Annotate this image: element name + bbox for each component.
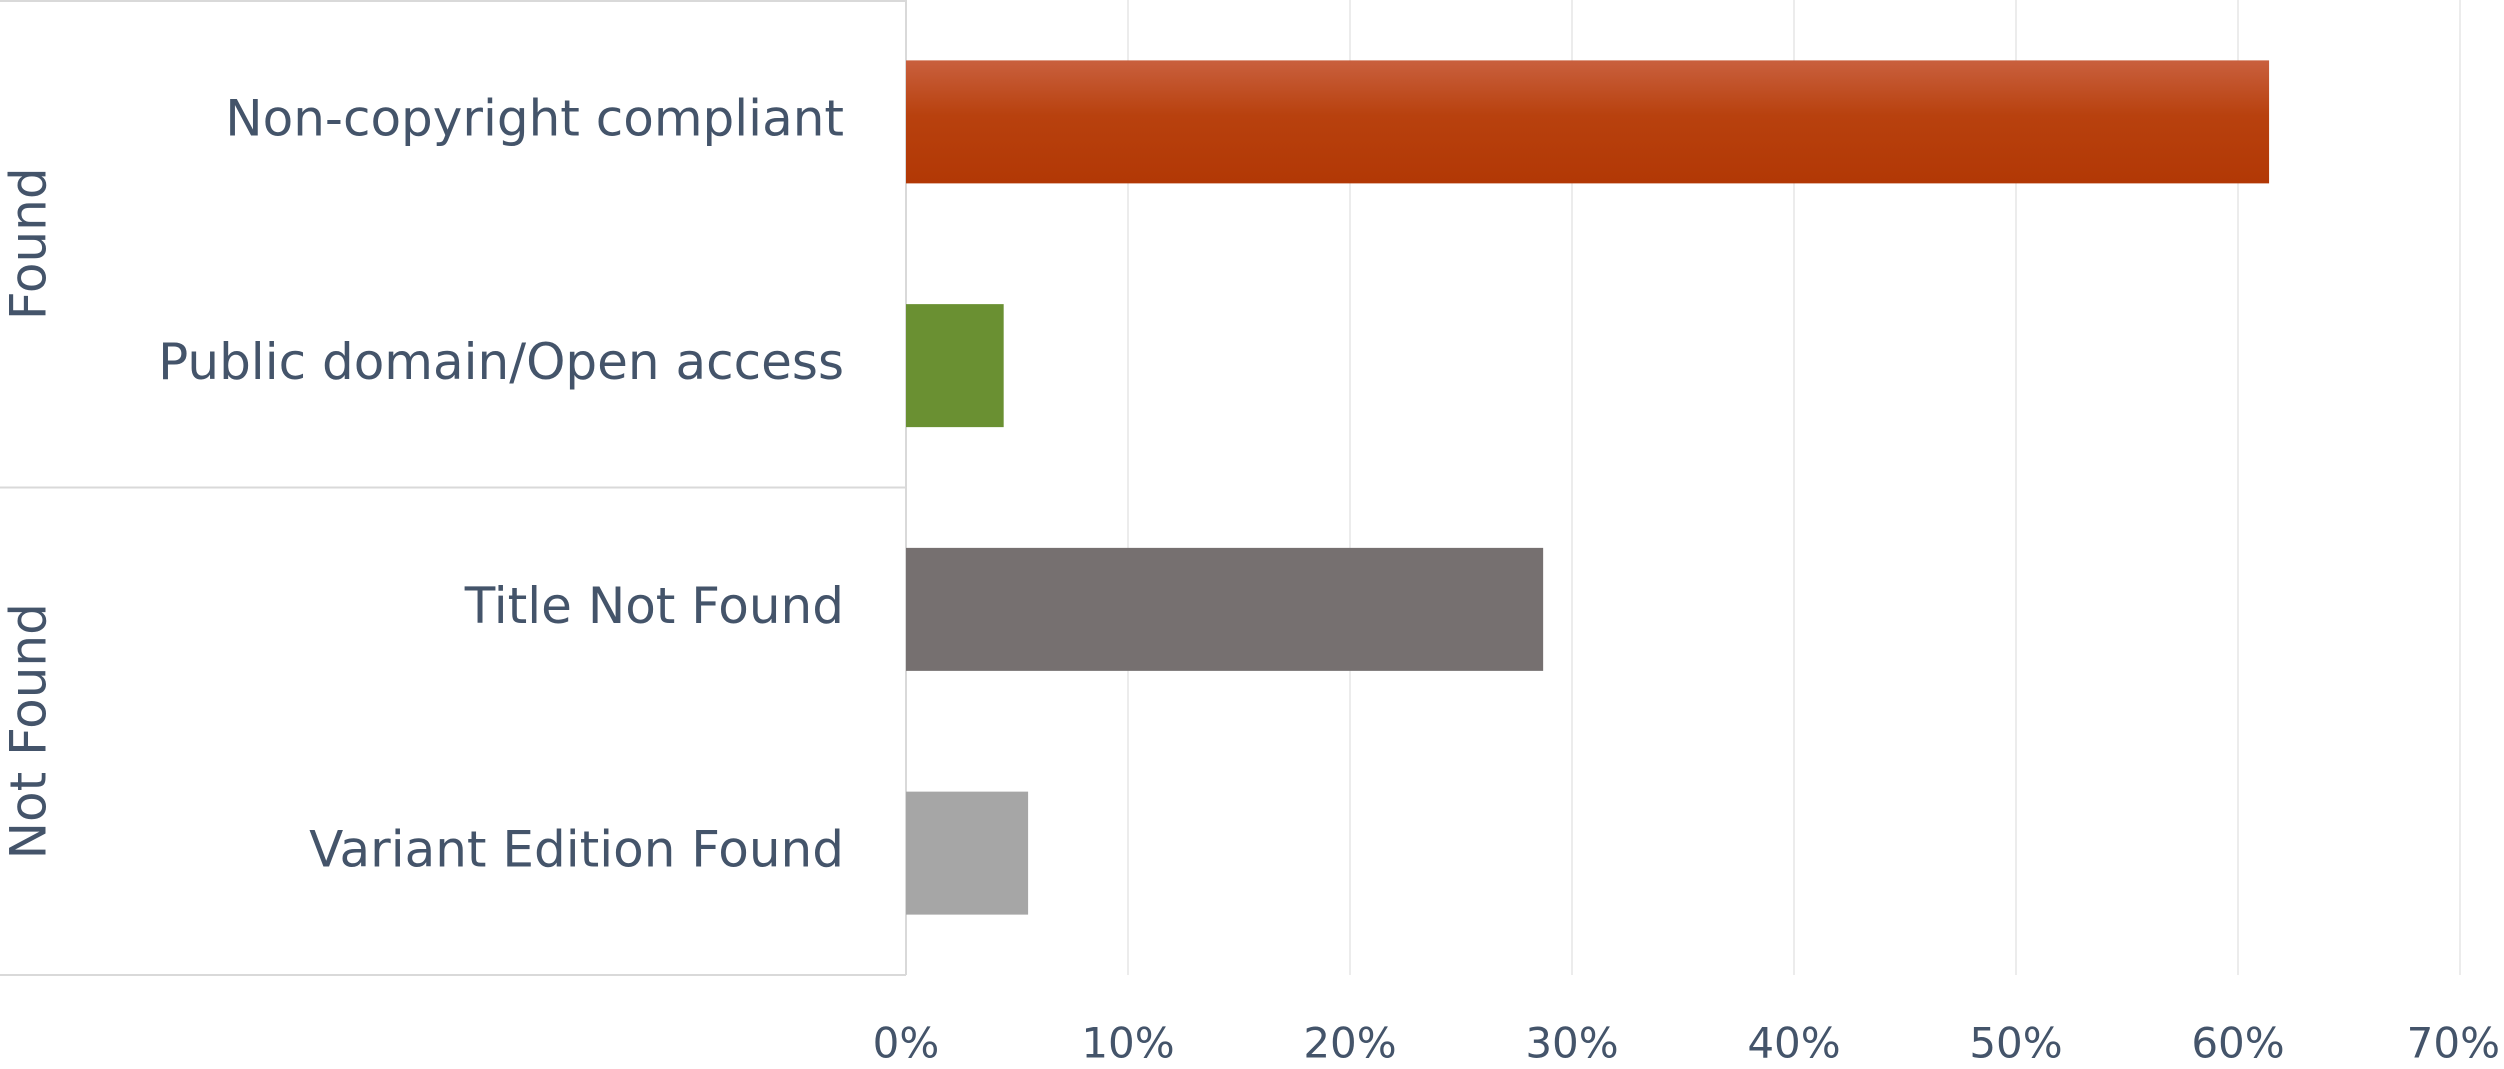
group-label: Found [0, 167, 58, 320]
category-labels: Non-copyright compliant Public domain/Ope… [158, 89, 844, 878]
x-tick-label: 60% [2191, 1019, 2284, 1068]
category-label: Variant Edition Found [309, 821, 844, 879]
bar-non-copyright-compliant [906, 60, 2270, 184]
bar-variant-edition-found [906, 791, 1029, 915]
x-tick-label: 70% [2407, 1019, 2500, 1068]
x-tick-label: 20% [1303, 1019, 1396, 1068]
bar-title-not-found [906, 547, 1544, 671]
bars [906, 60, 2270, 915]
x-tick-label: 10% [1081, 1019, 1174, 1068]
category-label: Title Not Found [464, 577, 844, 635]
x-tick-labels: 0% 10% 20% 30% 40% 50% 60% 70% [873, 1019, 2500, 1068]
x-tick-label: 0% [873, 1019, 940, 1068]
group-label: Not Found [0, 603, 58, 859]
group-labels: Found Not Found [0, 167, 58, 859]
x-tick-label: 50% [1969, 1019, 2062, 1068]
category-label: Public domain/Open access [158, 333, 844, 391]
bar-public-domain-open-access [906, 304, 1004, 428]
x-tick-label: 30% [1525, 1019, 1618, 1068]
category-label: Non-copyright compliant [225, 89, 844, 147]
x-tick-label: 40% [1747, 1019, 1840, 1068]
